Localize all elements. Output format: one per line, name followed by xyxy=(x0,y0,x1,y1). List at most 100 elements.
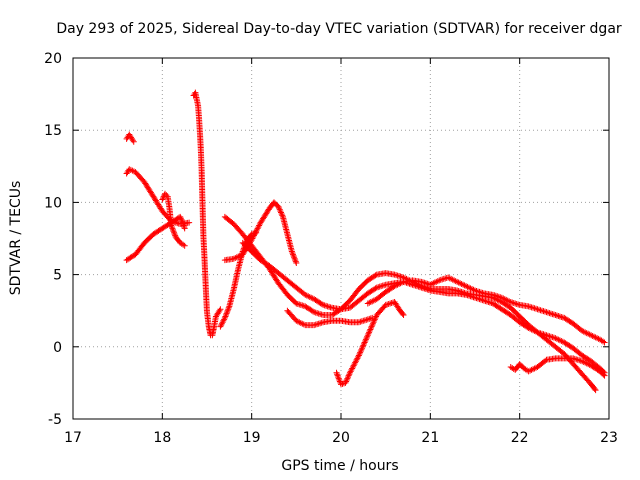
data-point xyxy=(220,317,227,324)
data-point xyxy=(366,327,373,334)
data-point xyxy=(542,357,549,364)
data-point xyxy=(586,331,593,338)
data-point xyxy=(346,371,353,378)
data-point xyxy=(275,203,282,210)
data-point xyxy=(333,369,340,376)
data-point xyxy=(431,279,438,286)
data-point xyxy=(296,319,303,326)
data-point xyxy=(344,375,351,382)
data-point xyxy=(457,280,464,287)
data-point xyxy=(504,297,511,304)
data-series xyxy=(221,213,599,394)
data-point xyxy=(308,294,315,301)
data-point xyxy=(525,325,532,332)
data-point xyxy=(224,309,231,316)
y-axis-title: SDTVAR / TECUs xyxy=(8,181,24,296)
data-point xyxy=(591,333,598,340)
data-point xyxy=(350,362,357,369)
data-point xyxy=(169,225,176,232)
axes: 17 18 19 20 21 22 23 -5 0 5 10 15 20 xyxy=(44,51,618,446)
data-point xyxy=(527,367,534,374)
data-point xyxy=(455,279,462,286)
data-point xyxy=(470,286,477,293)
data-series xyxy=(123,213,188,264)
data-point xyxy=(372,314,379,321)
data-point xyxy=(555,336,562,343)
data-point xyxy=(397,280,404,287)
data-point xyxy=(370,297,377,304)
data-point xyxy=(580,328,587,335)
data-point xyxy=(294,318,301,325)
data-point xyxy=(303,292,310,299)
data-point xyxy=(335,375,342,382)
y-tick-label: 10 xyxy=(44,195,62,211)
data-point xyxy=(552,335,559,342)
data-point xyxy=(177,215,184,222)
data-point xyxy=(236,252,243,259)
data-point xyxy=(364,332,371,339)
y-tick-label: 5 xyxy=(53,268,62,284)
data-point xyxy=(448,275,455,282)
data-point xyxy=(221,316,228,323)
data-point xyxy=(583,360,590,367)
data-point xyxy=(347,368,354,375)
data-point xyxy=(434,278,441,285)
data-point xyxy=(364,333,371,340)
data-point xyxy=(334,371,341,378)
x-tick-label: 20 xyxy=(332,430,350,446)
data-point xyxy=(252,229,259,236)
data-point xyxy=(594,335,601,342)
data-point xyxy=(528,326,535,333)
data-point xyxy=(219,319,226,326)
data-point xyxy=(289,251,296,258)
data-point xyxy=(365,330,372,337)
grid xyxy=(73,58,609,419)
data-point xyxy=(500,295,507,302)
data-point xyxy=(249,235,256,242)
data-point xyxy=(445,274,452,281)
data-point xyxy=(233,254,240,261)
data-point xyxy=(218,322,225,329)
x-tick-label: 18 xyxy=(153,430,171,446)
data-point xyxy=(430,280,437,287)
y-tick-label: 20 xyxy=(44,51,62,67)
data-series xyxy=(221,199,300,267)
data-point xyxy=(256,222,263,229)
data-point xyxy=(168,223,175,230)
data-point xyxy=(553,335,560,342)
data-point xyxy=(345,374,352,381)
data-point xyxy=(467,285,474,292)
data-point xyxy=(428,280,435,287)
data-point xyxy=(171,229,178,236)
data-point xyxy=(278,209,285,216)
data-point xyxy=(163,192,170,199)
data-point xyxy=(366,299,373,306)
chart-title: Day 293 of 2025, Sidereal Day-to-day VTE… xyxy=(56,21,622,37)
data-points xyxy=(123,89,608,394)
data-point xyxy=(253,226,260,233)
data-point xyxy=(362,336,369,343)
data-point xyxy=(335,374,342,381)
data-point xyxy=(306,293,313,300)
data-point xyxy=(506,298,513,305)
data-point xyxy=(351,361,358,368)
data-point xyxy=(461,282,468,289)
data-point xyxy=(371,316,378,323)
data-point xyxy=(343,377,350,384)
data-point xyxy=(601,339,608,346)
data-point xyxy=(592,334,599,341)
x-axis-title: GPS time / hours xyxy=(281,458,398,474)
data-point xyxy=(129,137,136,144)
data-point xyxy=(217,323,224,330)
data-point xyxy=(291,255,298,262)
data-point xyxy=(600,338,607,345)
data-point xyxy=(451,277,458,284)
data-point xyxy=(367,325,374,332)
data-point xyxy=(169,226,176,233)
data-point xyxy=(352,358,359,365)
data-point xyxy=(579,327,586,334)
data-point xyxy=(278,210,285,217)
data-point xyxy=(254,225,261,232)
data-point xyxy=(277,208,284,215)
